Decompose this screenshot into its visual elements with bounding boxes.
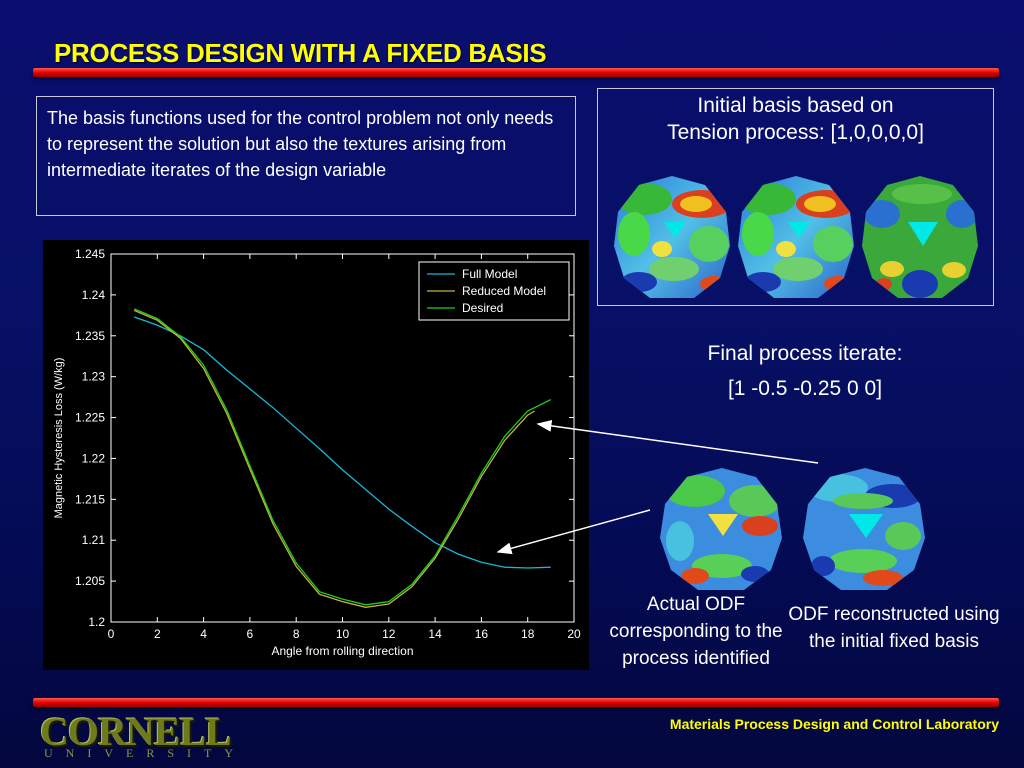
basis-odf-2 <box>738 176 854 298</box>
x-tick-label: 6 <box>247 627 254 641</box>
description-text: The basis functions used for the control… <box>47 108 554 181</box>
x-tick-label: 4 <box>200 627 207 641</box>
hysteresis-chart: 0 2 4 6 8 10 12 14 16 18 20 1.2 1.205 1.21 1.215 1.22 1.… <box>53 247 581 658</box>
y-tick-label: 1.2 <box>88 615 105 629</box>
y-tick-label: 1.21 <box>82 533 106 547</box>
basis-odf-group <box>614 176 978 298</box>
title-underline-bar <box>33 68 999 77</box>
y-tick-label: 1.205 <box>75 574 105 588</box>
x-tick-label: 14 <box>428 627 442 641</box>
cornell-logo: CORNELL <box>40 709 232 754</box>
caption-actual-odf: Actual ODF corresponding to the process … <box>609 594 783 670</box>
initial-basis-box: Initial basis based on Tension process: … <box>597 88 994 306</box>
cornell-logo-sub: UNIVERSITY <box>44 746 246 760</box>
legend-entry: Reduced Model <box>462 284 546 298</box>
series-line-desired <box>133 308 552 606</box>
lab-name: Materials Process Design and Control Lab… <box>669 716 999 732</box>
y-tick-label: 1.22 <box>82 451 106 465</box>
y-tick-label: 1.23 <box>82 370 106 384</box>
legend-entry: Full Model <box>462 267 517 281</box>
final-iterate-line1: Final process iterate: <box>707 342 903 365</box>
x-axis-label: Angle from rolling direction <box>271 644 413 658</box>
series-line-full-model <box>133 316 551 569</box>
y-axis-label: Magnetic Hysteresis Loss (W/kg) <box>53 358 65 519</box>
final-iterate-line2: [1 -0.5 -0.25 0 0] <box>727 377 883 401</box>
y-tick-label: 1.24 <box>82 288 106 302</box>
y-tick-label: 1.235 <box>75 329 105 343</box>
y-tick-label: 1.245 <box>75 247 105 261</box>
x-tick-label: 12 <box>382 627 396 641</box>
series-line-reduced-model <box>133 309 535 608</box>
x-tick-label: 20 <box>567 627 581 641</box>
x-tick-label: 10 <box>336 627 350 641</box>
reconstructed-odf <box>803 468 925 590</box>
final-iterate-block: Final process iterate: [1 -0.5 -0.25 0 0… <box>640 340 970 403</box>
y-tick-label: 1.215 <box>75 492 105 506</box>
caption-reconstructed-odf: ODF reconstructed using the initial fixe… <box>788 604 1000 653</box>
basis-odf-3 <box>862 176 978 298</box>
x-tick-label: 18 <box>521 627 535 641</box>
actual-odf <box>660 468 782 590</box>
x-tick-label: 2 <box>154 627 161 641</box>
initial-basis-line2: Tension process: [1,0,0,0,0] <box>667 121 924 145</box>
x-tick-label: 16 <box>475 627 489 641</box>
description-box: The basis functions used for the control… <box>36 96 576 216</box>
initial-basis-line1: Initial basis based on <box>697 94 894 117</box>
legend-entry: Desired <box>462 301 503 315</box>
x-tick-label: 8 <box>293 627 300 641</box>
footer-bar <box>33 698 999 707</box>
basis-odf-1 <box>614 176 730 298</box>
slide-title: PROCESS DESIGN WITH A FIXED BASIS <box>54 38 547 68</box>
y-tick-label: 1.225 <box>75 411 105 425</box>
final-odf-group <box>660 468 925 590</box>
x-tick-label: 0 <box>108 627 115 641</box>
